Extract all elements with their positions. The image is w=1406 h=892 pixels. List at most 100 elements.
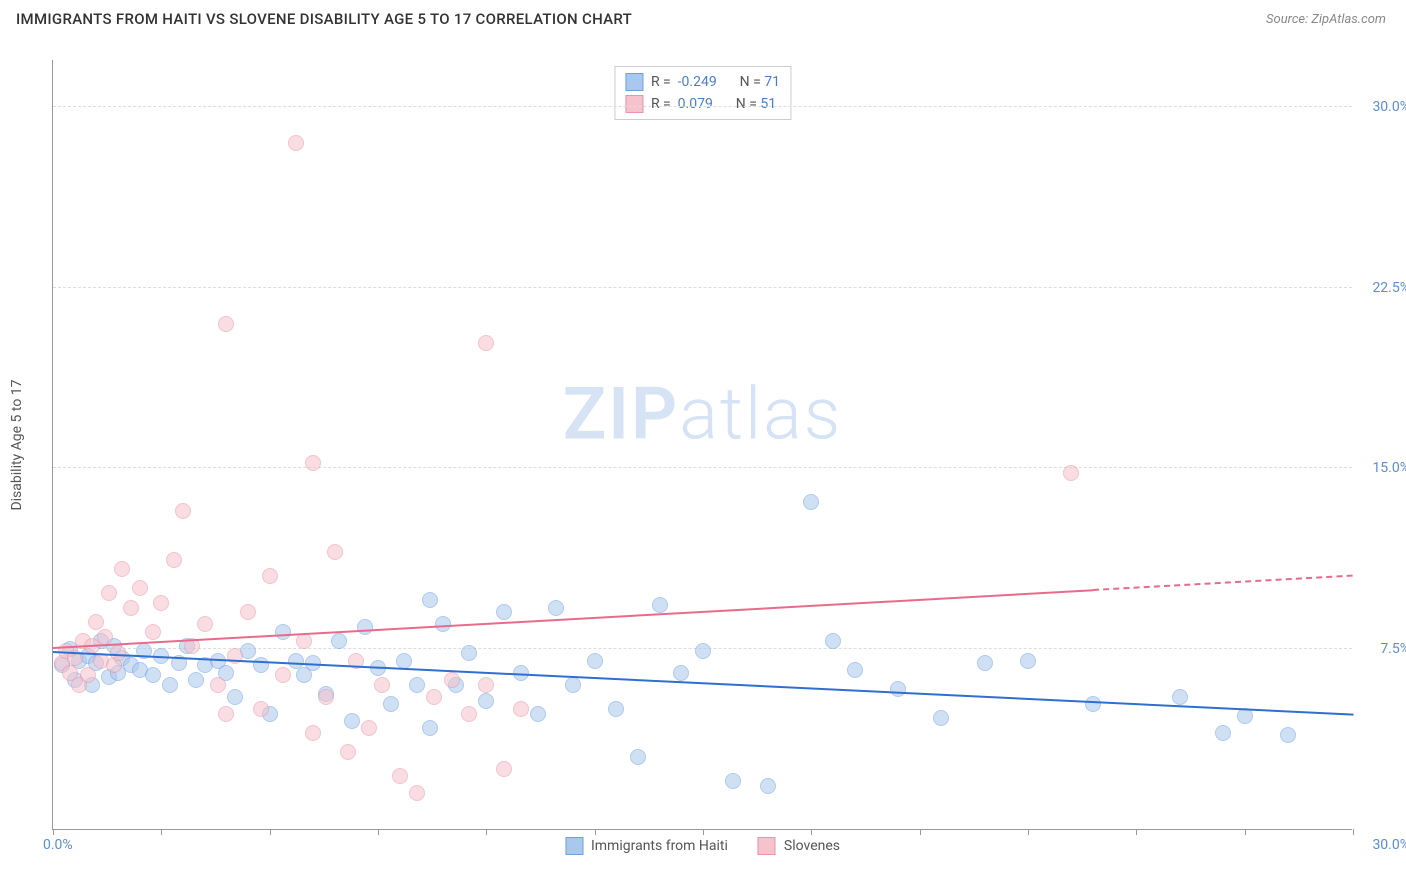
- x-tick: [53, 829, 54, 835]
- legend-n: N = 51: [736, 96, 776, 112]
- data-point: [162, 677, 178, 693]
- data-point: [318, 689, 334, 705]
- x-tick: [270, 829, 271, 835]
- y-tick-label: 15.0%: [1372, 460, 1406, 476]
- grid-line: [53, 467, 1352, 468]
- data-point: [478, 335, 494, 351]
- data-point: [426, 689, 442, 705]
- legend-swatch: [625, 73, 643, 91]
- data-point: [288, 135, 304, 151]
- data-point: [331, 633, 347, 649]
- data-point: [803, 494, 819, 510]
- data-point: [630, 749, 646, 765]
- source-label: Source: ZipAtlas.com: [1266, 12, 1386, 27]
- data-point: [114, 561, 130, 577]
- data-point: [88, 614, 104, 630]
- x-tick: [920, 829, 921, 835]
- stats-legend-row: R = 0.079 N = 51: [625, 93, 780, 115]
- data-point: [478, 677, 494, 693]
- data-point: [101, 585, 117, 601]
- data-point: [262, 568, 278, 584]
- x-tick: [811, 829, 812, 835]
- data-point: [608, 701, 624, 717]
- x-axis-end-label: 30.0%: [1372, 837, 1406, 853]
- x-tick: [161, 829, 162, 835]
- trend-line: [1093, 574, 1353, 590]
- series-legend-item: Slovenes: [758, 837, 840, 855]
- y-tick-label: 22.5%: [1372, 280, 1406, 296]
- stats-legend-row: R = -0.249 N = 71: [625, 71, 780, 93]
- series-legend-label: Immigrants from Haiti: [591, 838, 728, 854]
- data-point: [933, 710, 949, 726]
- legend-n: N = 71: [740, 74, 780, 90]
- data-point: [396, 653, 412, 669]
- data-point: [890, 681, 906, 697]
- data-point: [409, 677, 425, 693]
- data-point: [565, 677, 581, 693]
- data-point: [275, 624, 291, 640]
- y-tick-label: 30.0%: [1372, 99, 1406, 115]
- data-point: [392, 768, 408, 784]
- data-point: [587, 653, 603, 669]
- y-axis-label: Disability Age 5 to 17: [9, 379, 25, 510]
- stats-legend: R = -0.249 N = 71R = 0.079 N = 51: [614, 66, 791, 120]
- x-axis-start-label: 0.0%: [43, 837, 73, 853]
- correlation-chart: ZIPatlas Disability Age 5 to 17 0.0% 30.…: [52, 60, 1352, 830]
- data-point: [145, 667, 161, 683]
- trend-line: [53, 651, 1353, 716]
- data-point: [383, 696, 399, 712]
- data-point: [977, 655, 993, 671]
- data-point: [175, 503, 191, 519]
- data-point: [218, 706, 234, 722]
- title-bar: IMMIGRANTS FROM HAITI VS SLOVENE DISABIL…: [0, 0, 1406, 38]
- x-tick: [1245, 829, 1246, 835]
- legend-swatch: [565, 837, 583, 855]
- data-point: [188, 672, 204, 688]
- watermark: ZIPatlas: [563, 371, 843, 456]
- data-point: [132, 580, 148, 596]
- series-legend-item: Immigrants from Haiti: [565, 837, 728, 855]
- x-tick: [703, 829, 704, 835]
- data-point: [548, 600, 564, 616]
- data-point: [530, 706, 546, 722]
- data-point: [760, 778, 776, 794]
- data-point: [327, 544, 343, 560]
- data-point: [695, 643, 711, 659]
- x-tick: [595, 829, 596, 835]
- data-point: [1063, 465, 1079, 481]
- data-point: [296, 633, 312, 649]
- series-legend-label: Slovenes: [784, 838, 840, 854]
- data-point: [288, 653, 304, 669]
- data-point: [444, 672, 460, 688]
- data-point: [1280, 727, 1296, 743]
- data-point: [197, 616, 213, 632]
- data-point: [513, 701, 529, 717]
- series-legend: Immigrants from Haiti Slovenes: [565, 837, 840, 855]
- data-point: [253, 701, 269, 717]
- data-point: [305, 455, 321, 471]
- data-point: [361, 720, 377, 736]
- data-point: [275, 667, 291, 683]
- data-point: [123, 600, 139, 616]
- data-point: [1020, 653, 1036, 669]
- data-point: [461, 645, 477, 661]
- data-point: [478, 693, 494, 709]
- data-point: [1172, 689, 1188, 705]
- data-point: [725, 773, 741, 789]
- data-point: [496, 604, 512, 620]
- data-point: [80, 667, 96, 683]
- data-point: [374, 677, 390, 693]
- grid-line: [53, 287, 1352, 288]
- data-point: [1085, 696, 1101, 712]
- data-point: [340, 744, 356, 760]
- y-tick-label: 7.5%: [1380, 641, 1406, 657]
- data-point: [496, 761, 512, 777]
- x-tick: [378, 829, 379, 835]
- data-point: [1215, 725, 1231, 741]
- x-tick: [1136, 829, 1137, 835]
- x-tick: [486, 829, 487, 835]
- legend-swatch: [625, 95, 643, 113]
- data-point: [357, 619, 373, 635]
- data-point: [652, 597, 668, 613]
- data-point: [240, 604, 256, 620]
